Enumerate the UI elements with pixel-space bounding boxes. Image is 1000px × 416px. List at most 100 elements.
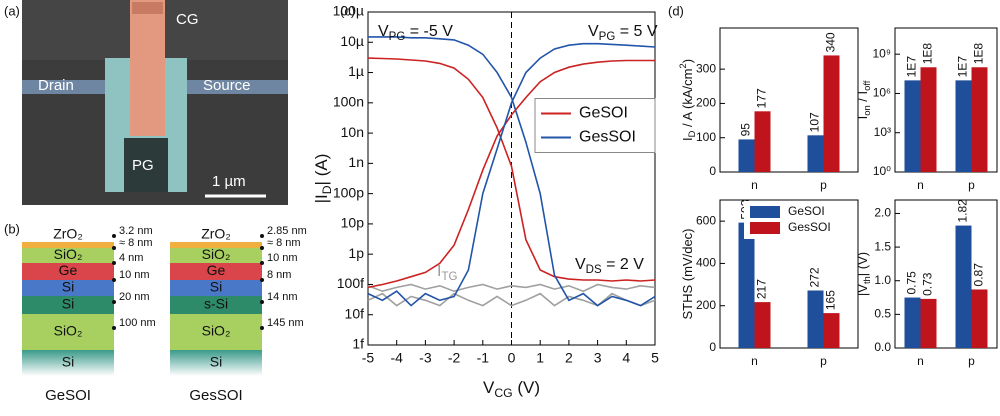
y-tick-label: 100f xyxy=(337,275,364,291)
layer xyxy=(170,280,262,296)
text-part: I xyxy=(855,116,870,120)
value-label: 1.82 xyxy=(956,199,970,223)
y-tick-label: 0.0 xyxy=(874,340,891,354)
layer-material: SiO₂ xyxy=(202,246,231,262)
layer xyxy=(170,350,262,376)
thickness-dot xyxy=(260,246,264,250)
x-tick-label: 2 xyxy=(565,350,573,366)
y-tick-label: 600 xyxy=(696,213,716,227)
thickness-dot xyxy=(260,326,264,330)
plot-frame xyxy=(719,27,859,173)
y-tick-label: 200 xyxy=(696,298,716,312)
text-part: V xyxy=(483,378,495,397)
value-label: 340 xyxy=(824,32,838,52)
y-tick-label: 400 xyxy=(696,256,716,270)
y-tick-label: 300 xyxy=(696,61,716,75)
y-tick-label: 100p xyxy=(333,184,364,200)
y-axis-label: ID / A (kA/cm2) xyxy=(677,59,697,141)
bar xyxy=(823,313,840,348)
y-tick-label: 1p xyxy=(348,245,364,261)
value-label: 272 xyxy=(808,267,822,287)
data-line xyxy=(367,292,656,307)
text-part: CG xyxy=(494,386,512,400)
y-tick-label: 2.0 xyxy=(874,206,891,220)
y-tick-label: 1f xyxy=(352,336,364,352)
bar xyxy=(823,55,840,172)
legend-label: GesSOI xyxy=(788,220,831,234)
y-tick-label: 10⁰ xyxy=(873,164,891,178)
text-part: ) xyxy=(680,59,695,63)
x-tick-label: n xyxy=(751,354,758,368)
value-label: 95 xyxy=(739,123,753,137)
value-label: 107 xyxy=(808,112,822,132)
layer xyxy=(170,242,262,248)
plot-frame xyxy=(894,199,998,349)
x-tick-label: 3 xyxy=(594,350,602,366)
layer-material: Si xyxy=(62,279,74,295)
thickness-dot xyxy=(112,278,116,282)
data-line xyxy=(367,57,656,282)
text-part: = 2 V xyxy=(602,256,645,273)
bar xyxy=(904,80,921,172)
x-tick-label: p xyxy=(968,354,975,368)
thickness-dot xyxy=(112,326,116,330)
bar xyxy=(920,67,937,172)
thickness-dot xyxy=(260,300,264,304)
x-tick-label: -2 xyxy=(448,350,461,366)
y-axis-label: STHS (mV/dec) xyxy=(680,228,695,319)
thickness-dot xyxy=(260,261,264,265)
x-tick-label: -5 xyxy=(362,350,375,366)
text-part: I xyxy=(437,263,441,280)
bar xyxy=(807,290,824,348)
layer-material: s-Si xyxy=(204,296,228,312)
text-part: / I xyxy=(855,91,870,105)
text-part: / A (kA/cm xyxy=(680,69,695,131)
thickness-dot xyxy=(260,278,264,282)
layer xyxy=(170,314,262,350)
annotation: VDS = 2 V xyxy=(575,256,644,276)
annotation: VPG = 5 V xyxy=(588,23,658,43)
plot-frame xyxy=(719,199,859,349)
bar xyxy=(754,302,771,348)
layer xyxy=(170,296,262,314)
legend-label: GeSOI xyxy=(788,204,825,218)
y-tick-label: 10p xyxy=(341,215,365,231)
text-part: TG xyxy=(441,271,457,283)
y-tick-label: 1.5 xyxy=(874,239,891,253)
x-tick-label: p xyxy=(820,178,827,192)
text-part: DS xyxy=(586,264,602,276)
text-part: (V) xyxy=(513,378,540,397)
panel-label: (b) xyxy=(4,221,20,236)
y-tick-label: 0 xyxy=(709,164,716,178)
y-tick-label: 100 xyxy=(696,130,716,144)
layer-material: Ge xyxy=(207,262,226,278)
layer-material: Si xyxy=(210,279,222,295)
value-label: 1E7 xyxy=(956,56,970,78)
layer-material: Si xyxy=(62,354,74,370)
y-axis-label: Ion / Ioff xyxy=(855,80,872,119)
y-tick-label: 1µ xyxy=(348,63,364,79)
text-part: STHS (mV/dec) xyxy=(680,228,695,319)
text-part: = -5 V xyxy=(405,23,453,40)
value-label: 217 xyxy=(755,279,769,299)
scale-label: 1 µm xyxy=(212,173,246,190)
layer-material: ZrO₂ xyxy=(53,226,83,242)
x-tick-label: -1 xyxy=(477,350,490,366)
layer-thickness: 20 nm xyxy=(119,291,150,303)
value-label: 1E8 xyxy=(972,43,986,65)
legend-box xyxy=(534,98,656,153)
bar xyxy=(904,297,921,348)
y-axis-label: |Vth| (V) xyxy=(855,252,872,296)
data-line xyxy=(368,36,656,307)
text-part: V xyxy=(378,23,389,40)
bar xyxy=(807,135,824,172)
legend-swatch xyxy=(750,222,780,234)
cg-cap xyxy=(132,2,163,14)
annotation: VPG = -5 V xyxy=(378,23,453,43)
x-tick-label: -4 xyxy=(390,350,403,366)
thickness-dot xyxy=(112,246,116,250)
bar xyxy=(738,222,755,348)
layer-thickness: 2.85 nm xyxy=(267,225,307,237)
text-part: 2 xyxy=(677,63,688,68)
